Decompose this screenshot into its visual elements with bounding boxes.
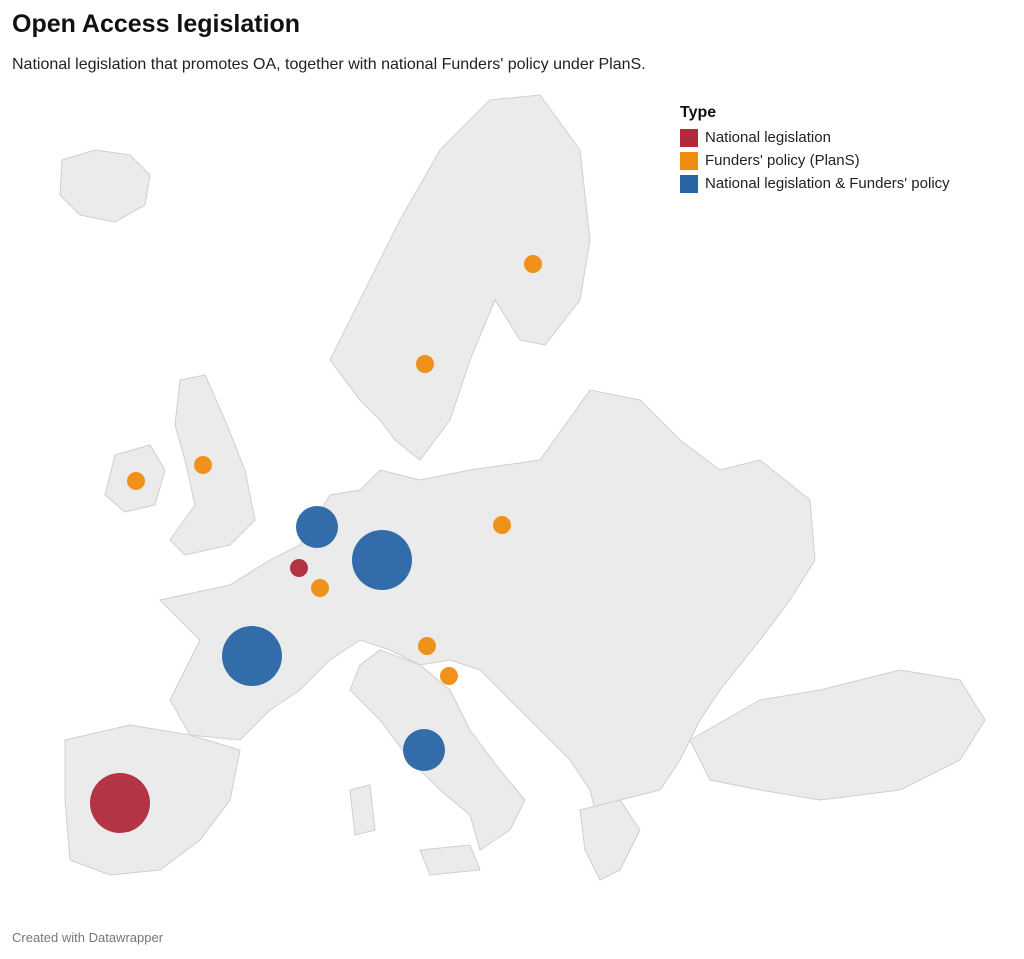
- legend: Type National legislation Funders' policy…: [680, 104, 950, 193]
- title: Open Access legislation: [12, 10, 301, 38]
- land: [59, 94, 986, 881]
- country-marker: [90, 773, 150, 833]
- country-marker: [311, 579, 329, 597]
- country-marker: [290, 559, 308, 577]
- country-marker: [352, 530, 412, 590]
- country-marker: [222, 626, 282, 686]
- country-marker: [418, 637, 436, 655]
- country-marker: [524, 255, 542, 273]
- legend-label: Funders' policy (PlanS): [705, 152, 860, 169]
- subtitle: National legislation that promotes OA, t…: [12, 56, 646, 73]
- legend-title: Type: [680, 104, 716, 121]
- footer: Created with Datawrapper: [12, 930, 164, 945]
- country-marker: [127, 472, 145, 490]
- legend-swatch: [680, 152, 698, 170]
- country-marker: [493, 516, 511, 534]
- legend-label: National legislation & Funders' policy: [705, 175, 950, 192]
- legend-label: National legislation: [705, 129, 831, 146]
- country-marker: [403, 729, 445, 771]
- legend-swatch: [680, 129, 698, 147]
- markers: [90, 255, 542, 833]
- country-marker: [440, 667, 458, 685]
- country-marker: [194, 456, 212, 474]
- country-marker: [296, 506, 338, 548]
- country-marker: [416, 355, 434, 373]
- legend-swatch: [680, 175, 698, 193]
